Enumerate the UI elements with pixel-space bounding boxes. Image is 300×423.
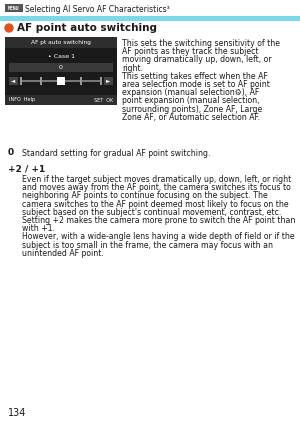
Text: SET  OK: SET OK xyxy=(94,97,113,102)
Text: camera switches to the AF point deemed most likely to focus on the: camera switches to the AF point deemed m… xyxy=(22,200,289,209)
Text: neighboring AF points to continue focusing on the subject. The: neighboring AF points to continue focusi… xyxy=(22,191,268,201)
Bar xyxy=(80,77,82,85)
Bar xyxy=(100,77,102,85)
Text: with +1.: with +1. xyxy=(22,224,55,233)
Text: AF point auto switching: AF point auto switching xyxy=(17,23,157,33)
Bar xyxy=(57,77,65,85)
Text: • Case 1: • Case 1 xyxy=(47,53,74,58)
Text: Zone AF, or Automatic selection AF.: Zone AF, or Automatic selection AF. xyxy=(122,113,260,122)
Text: AF pt auto switching: AF pt auto switching xyxy=(31,40,91,45)
Text: This setting takes effect when the AF: This setting takes effect when the AF xyxy=(122,72,268,81)
Bar xyxy=(20,77,22,85)
Text: Setting +2 makes the camera more prone to switch the AF point than: Setting +2 makes the camera more prone t… xyxy=(22,216,296,225)
Bar xyxy=(5,95,117,105)
Text: point expansion (manual selection,: point expansion (manual selection, xyxy=(122,96,260,105)
Bar xyxy=(21,80,101,82)
Text: surrounding points), Zone AF, Large: surrounding points), Zone AF, Large xyxy=(122,104,262,114)
Bar xyxy=(104,77,113,85)
Text: Selecting AI Servo AF Characteristics³: Selecting AI Servo AF Characteristics³ xyxy=(25,5,170,14)
Text: unintended AF point.: unintended AF point. xyxy=(22,249,104,258)
Text: subject is too small in the frame, the camera may focus with an: subject is too small in the frame, the c… xyxy=(22,241,273,250)
Text: AF points as they track the subject: AF points as they track the subject xyxy=(122,47,259,56)
Bar xyxy=(5,37,117,48)
Text: Even if the target subject moves dramatically up, down, left, or right: Even if the target subject moves dramati… xyxy=(22,175,291,184)
Text: 0: 0 xyxy=(59,65,63,70)
Text: However, with a wide-angle lens having a wide depth of field or if the: However, with a wide-angle lens having a… xyxy=(22,232,295,242)
Bar xyxy=(40,77,42,85)
Text: area selection mode is set to AF point: area selection mode is set to AF point xyxy=(122,80,270,89)
Bar xyxy=(5,37,117,105)
Text: expansion (manual selection⚙), AF: expansion (manual selection⚙), AF xyxy=(122,88,259,97)
Text: and moves away from the AF point, the camera switches its focus to: and moves away from the AF point, the ca… xyxy=(22,183,291,192)
Text: This sets the switching sensitivity of the: This sets the switching sensitivity of t… xyxy=(122,39,280,48)
Text: Standard setting for gradual AF point switching.: Standard setting for gradual AF point sw… xyxy=(22,149,211,158)
Bar xyxy=(60,77,62,85)
Text: subject based on the subject's continual movement, contrast, etc.: subject based on the subject's continual… xyxy=(22,208,281,217)
Text: 134: 134 xyxy=(8,408,26,418)
Text: right.: right. xyxy=(122,63,143,73)
Bar xyxy=(0,16,300,21)
Text: 0: 0 xyxy=(8,148,14,157)
Text: MENU: MENU xyxy=(8,6,20,11)
Text: moving dramatically up, down, left, or: moving dramatically up, down, left, or xyxy=(122,55,272,64)
Bar xyxy=(9,63,113,72)
Circle shape xyxy=(5,24,13,32)
Text: INFO  Help: INFO Help xyxy=(9,97,35,102)
Text: +2 / +1: +2 / +1 xyxy=(8,164,45,173)
Text: ◄: ◄ xyxy=(11,79,16,83)
Bar xyxy=(9,77,18,85)
Text: ►: ► xyxy=(106,79,111,83)
Bar xyxy=(5,4,23,12)
